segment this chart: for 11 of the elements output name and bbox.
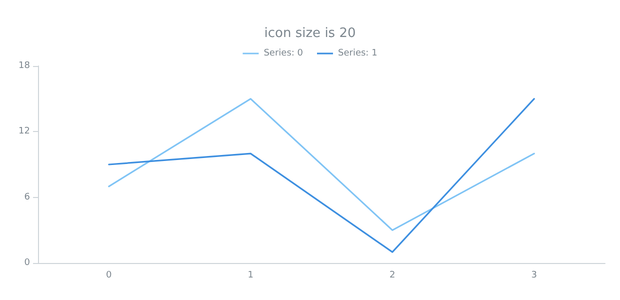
legend-label: Series: 0: [264, 48, 304, 58]
y-tick-label: 6: [24, 192, 30, 202]
x-tick-label: 2: [390, 270, 396, 280]
y-tick-label: 0: [24, 258, 30, 268]
x-tick-label: 0: [106, 270, 112, 280]
x-tick-label: 3: [531, 270, 537, 280]
y-tick-label: 18: [18, 61, 30, 71]
x-tick-label: 1: [248, 270, 254, 280]
y-tick-label: 12: [18, 126, 30, 137]
legend-label: Series: 1: [338, 48, 378, 58]
chart-title: icon size is 20: [264, 26, 356, 41]
